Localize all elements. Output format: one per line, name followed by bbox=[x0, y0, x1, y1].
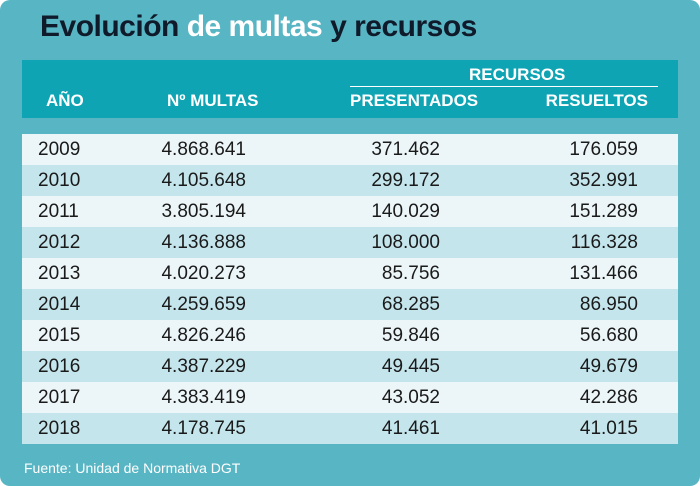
table-row: 2011 3.805.194 140.029 151.289 bbox=[22, 196, 678, 227]
cell-presentados: 49.445 bbox=[381, 356, 440, 377]
cell-multas: 4.020.273 bbox=[161, 263, 246, 284]
cell-year: 2016 bbox=[38, 356, 81, 377]
title-part-3: y recursos bbox=[330, 10, 477, 43]
cell-presentados: 299.172 bbox=[371, 170, 440, 191]
cell-multas: 4.105.648 bbox=[161, 170, 246, 191]
cell-presentados: 41.461 bbox=[381, 418, 440, 439]
cell-presentados: 85.756 bbox=[381, 263, 440, 284]
cell-multas: 4.868.641 bbox=[161, 139, 246, 160]
cell-year: 2014 bbox=[38, 294, 81, 315]
header-multas: Nº MULTAS bbox=[167, 91, 259, 110]
cell-presentados: 371.462 bbox=[371, 139, 440, 160]
table-row: 2010 4.105.648 299.172 352.991 bbox=[22, 165, 678, 196]
table-row: 2014 4.259.659 68.285 86.950 bbox=[22, 289, 678, 320]
table-row: 2018 4.178.745 41.461 41.015 bbox=[22, 413, 678, 444]
table-row: 2013 4.020.273 85.756 131.466 bbox=[22, 258, 678, 289]
header-year: AÑO bbox=[46, 91, 84, 110]
cell-resueltos: 49.679 bbox=[579, 356, 638, 377]
cell-resueltos: 151.289 bbox=[569, 201, 638, 222]
cell-multas: 4.259.659 bbox=[161, 294, 246, 315]
table-row: 2016 4.387.229 49.445 49.679 bbox=[22, 351, 678, 382]
cell-resueltos: 41.015 bbox=[579, 418, 638, 439]
table-row: 2017 4.383.419 43.052 42.286 bbox=[22, 382, 678, 413]
cell-year: 2009 bbox=[38, 139, 81, 160]
cell-presentados: 68.285 bbox=[381, 294, 440, 315]
cell-year: 2011 bbox=[38, 201, 79, 222]
source-note: Fuente: Unidad de Normativa DGT bbox=[24, 460, 241, 476]
cell-resueltos: 42.286 bbox=[579, 387, 638, 408]
cell-resueltos: 131.466 bbox=[569, 263, 638, 284]
table-row: 2009 4.868.641 371.462 176.059 bbox=[22, 134, 678, 165]
table-body: 2009 4.868.641 371.462 176.059 2010 4.10… bbox=[22, 134, 678, 444]
cell-presentados: 59.846 bbox=[381, 325, 440, 346]
page-title: Evolución de multas y recursos bbox=[40, 10, 477, 44]
table-header: AÑO Nº MULTAS RECURSOS PRESENTADOS RESUE… bbox=[22, 60, 678, 118]
cell-resueltos: 176.059 bbox=[569, 139, 638, 160]
cell-year: 2017 bbox=[38, 387, 81, 408]
cell-year: 2010 bbox=[38, 170, 81, 191]
cell-multas: 4.826.246 bbox=[161, 325, 246, 346]
table-row: 2012 4.136.888 108.000 116.328 bbox=[22, 227, 678, 258]
header-divider bbox=[350, 86, 658, 87]
header-resueltos: RESUELTOS bbox=[545, 91, 648, 110]
table-row: 2015 4.826.246 59.846 56.680 bbox=[22, 320, 678, 351]
cell-year: 2015 bbox=[38, 325, 81, 346]
header-recursos: RECURSOS bbox=[469, 65, 566, 84]
cell-multas: 3.805.194 bbox=[161, 201, 246, 222]
cell-multas: 4.136.888 bbox=[161, 232, 246, 253]
cell-resueltos: 56.680 bbox=[579, 325, 638, 346]
cell-resueltos: 352.991 bbox=[569, 170, 638, 191]
title-part-2: de multas bbox=[186, 10, 323, 43]
cell-resueltos: 86.950 bbox=[579, 294, 638, 315]
cell-multas: 4.383.419 bbox=[161, 387, 246, 408]
cell-year: 2013 bbox=[38, 263, 81, 284]
title-part-1: Evolución bbox=[40, 10, 179, 43]
cell-year: 2018 bbox=[38, 418, 81, 439]
cell-presentados: 108.000 bbox=[371, 232, 440, 253]
header-presentados: PRESENTADOS bbox=[350, 91, 479, 110]
cell-presentados: 140.029 bbox=[371, 201, 440, 222]
cell-multas: 4.178.745 bbox=[161, 418, 246, 439]
cell-multas: 4.387.229 bbox=[161, 356, 246, 377]
cell-presentados: 43.052 bbox=[381, 387, 440, 408]
cell-resueltos: 116.328 bbox=[570, 232, 638, 253]
cell-year: 2012 bbox=[38, 232, 81, 253]
